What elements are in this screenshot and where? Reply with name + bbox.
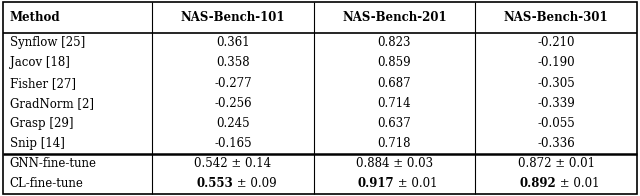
Text: 0.718: 0.718 [378, 137, 411, 150]
Text: Method: Method [10, 11, 60, 24]
Text: NAS-Bench-301: NAS-Bench-301 [504, 11, 609, 24]
Text: 0.892: 0.892 [519, 177, 556, 191]
Text: 0.859: 0.859 [378, 56, 412, 69]
Text: ± 0.01: ± 0.01 [394, 177, 438, 191]
Text: 0.714: 0.714 [378, 97, 412, 110]
Text: 0.245: 0.245 [216, 117, 250, 130]
Text: 0.872 ± 0.01: 0.872 ± 0.01 [518, 157, 595, 170]
Text: 0.542 ± 0.14: 0.542 ± 0.14 [195, 157, 271, 170]
Text: Snip [14]: Snip [14] [10, 137, 65, 150]
Text: Fisher [27]: Fisher [27] [10, 77, 76, 90]
Text: 0.361: 0.361 [216, 36, 250, 49]
Text: ± 0.01: ± 0.01 [556, 177, 600, 191]
Text: -0.190: -0.190 [537, 56, 575, 69]
Text: NAS-Bench-101: NAS-Bench-101 [180, 11, 285, 24]
Text: 0.917: 0.917 [358, 177, 394, 191]
Text: 0.884 ± 0.03: 0.884 ± 0.03 [356, 157, 433, 170]
Text: -0.277: -0.277 [214, 77, 252, 90]
Text: -0.210: -0.210 [537, 36, 575, 49]
Text: 0.687: 0.687 [378, 77, 412, 90]
Text: NAS-Bench-201: NAS-Bench-201 [342, 11, 447, 24]
Text: CL-fine-tune: CL-fine-tune [10, 177, 83, 191]
Text: 0.358: 0.358 [216, 56, 250, 69]
Text: -0.339: -0.339 [537, 97, 575, 110]
Text: -0.165: -0.165 [214, 137, 252, 150]
Text: Grasp [29]: Grasp [29] [10, 117, 73, 130]
Text: -0.336: -0.336 [537, 137, 575, 150]
Text: -0.305: -0.305 [537, 77, 575, 90]
Text: 0.637: 0.637 [378, 117, 412, 130]
Text: -0.055: -0.055 [537, 117, 575, 130]
Text: -0.256: -0.256 [214, 97, 252, 110]
Text: GNN-fine-tune: GNN-fine-tune [10, 157, 97, 170]
Text: 0.823: 0.823 [378, 36, 411, 49]
Text: ± 0.09: ± 0.09 [233, 177, 276, 191]
Text: GradNorm [2]: GradNorm [2] [10, 97, 93, 110]
Text: Jacov [18]: Jacov [18] [10, 56, 70, 69]
Text: 0.553: 0.553 [196, 177, 233, 191]
Text: Synflow [25]: Synflow [25] [10, 36, 85, 49]
